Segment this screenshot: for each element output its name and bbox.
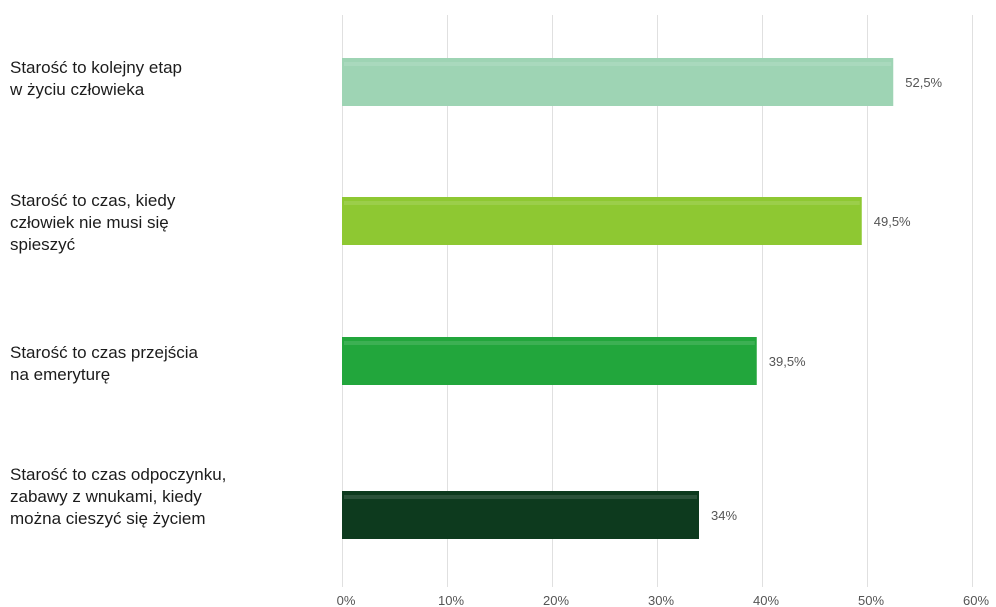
x-tick-label: 40% (753, 593, 779, 607)
bar-highlight (344, 495, 697, 499)
bar-value-label: 49,5% (874, 214, 911, 229)
x-tick-label: 20% (543, 593, 569, 607)
bar-value-label: 34% (711, 508, 737, 523)
x-tick-label: 60% (963, 593, 989, 607)
bar-highlight (344, 201, 860, 205)
x-tick-label: 50% (858, 593, 884, 607)
bar-highlight (344, 341, 755, 345)
bar-value-label: 52,5% (905, 75, 942, 90)
x-tick-label: 30% (648, 593, 674, 607)
x-tick-label: 10% (438, 593, 464, 607)
bar-highlight (344, 62, 891, 66)
x-tick-label: 0% (337, 593, 356, 607)
bar-value-label: 39,5% (769, 354, 806, 369)
